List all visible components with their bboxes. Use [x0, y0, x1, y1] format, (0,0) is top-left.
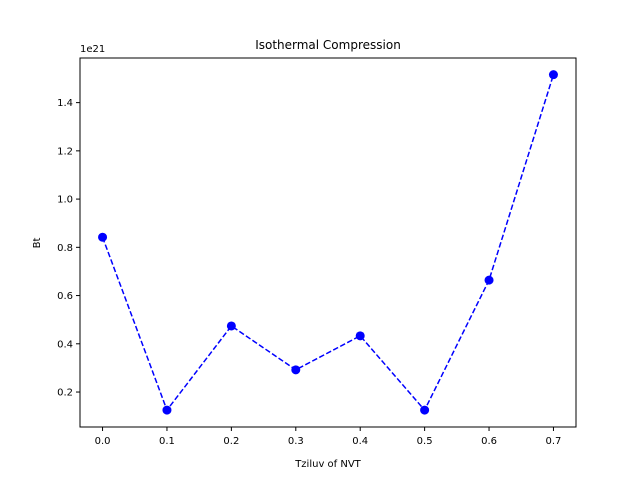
- x-axis-title: Tziluv of NVT: [294, 459, 361, 470]
- x-tick-label: 0.7: [546, 436, 562, 447]
- y-tick-label: 1.0: [57, 195, 73, 206]
- y-offset-label: 1e21: [80, 44, 105, 55]
- ticks: 0.0 0.1 0.2 0.3 0.4 0.5 0.6 0.7 0.2 0.4 0.6 0.8 1.0 1…: [57, 98, 561, 447]
- y-tick-label: 0.2: [57, 388, 73, 399]
- data-point: [355, 331, 365, 341]
- y-tick-label: 0.4: [57, 339, 73, 350]
- data-point: [162, 405, 172, 415]
- data-point: [420, 405, 430, 415]
- y-axis-title: Bt: [32, 238, 43, 249]
- data-point: [291, 365, 301, 375]
- x-tick-label: 0.3: [288, 436, 304, 447]
- chart-title: Isothermal Compression: [255, 38, 401, 52]
- axes-frame: [79, 57, 577, 428]
- y-tick-label: 0.8: [57, 243, 73, 254]
- x-tick-label: 0.4: [352, 436, 368, 447]
- data-point: [484, 275, 494, 285]
- y-tick-label: 1.4: [57, 98, 73, 109]
- plot-area: [98, 70, 558, 415]
- x-tick-label: 0.0: [95, 436, 111, 447]
- data-point: [226, 321, 236, 331]
- x-tick-label: 0.1: [159, 436, 175, 447]
- x-tick-label: 0.5: [417, 436, 433, 447]
- x-tick-label: 0.2: [223, 436, 239, 447]
- x-tick-label: 0.6: [481, 436, 497, 447]
- data-point: [548, 70, 558, 80]
- y-tick-label: 0.6: [57, 291, 73, 302]
- data-point: [98, 232, 108, 242]
- y-tick-label: 1.2: [57, 146, 73, 157]
- series-line: [101, 74, 555, 412]
